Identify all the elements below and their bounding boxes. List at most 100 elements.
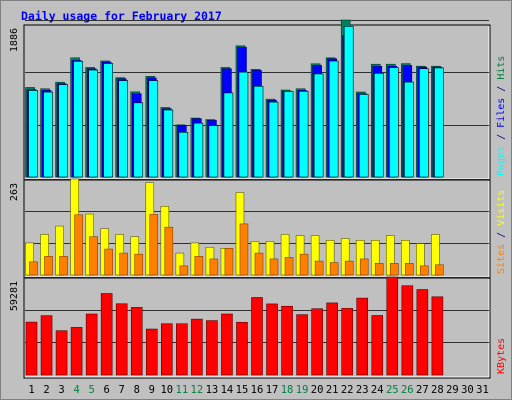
day-label-19: 19 xyxy=(296,384,309,396)
day-label-6: 6 xyxy=(104,384,110,396)
bar-pages-day-15 xyxy=(238,71,249,178)
legend-entry-top-3: / xyxy=(496,80,507,98)
bar-pages-day-19 xyxy=(298,90,309,178)
bar-sites-day-18 xyxy=(284,257,294,276)
bar-kbytes-day-19 xyxy=(296,314,308,376)
bar-kbytes-day-15 xyxy=(236,321,248,376)
bar-sites-day-23 xyxy=(359,258,369,276)
day-label-31: 31 xyxy=(476,384,489,396)
bar-pages-day-27 xyxy=(419,68,429,178)
day-label-11: 11 xyxy=(176,384,189,396)
bar-sites-day-2 xyxy=(44,256,53,276)
bar-pages-day-25 xyxy=(388,67,399,178)
bar-sites-day-7 xyxy=(119,252,129,276)
bar-kbytes-day-23 xyxy=(356,297,369,376)
bar-sites-day-14 xyxy=(224,248,234,276)
legend-entry-middle-0: Sites xyxy=(496,244,507,274)
bar-pages-day-24 xyxy=(373,72,384,178)
bar-kbytes-day-8 xyxy=(130,307,143,376)
bar-sites-day-11 xyxy=(179,265,189,276)
bar-pages-day-6 xyxy=(103,63,113,178)
bar-kbytes-day-12 xyxy=(191,318,203,376)
bar-pages-day-28 xyxy=(434,67,444,178)
day-label-20: 20 xyxy=(311,384,324,396)
bar-pages-day-3 xyxy=(58,84,68,178)
bar-kbytes-day-7 xyxy=(115,303,128,376)
bar-sites-day-6 xyxy=(104,248,113,276)
y-max-label-bottom: 59281 xyxy=(9,281,20,311)
bar-kbytes-day-16 xyxy=(251,297,263,376)
bar-sites-day-12 xyxy=(194,256,204,276)
bar-sites-day-15 xyxy=(239,223,249,276)
bar-kbytes-day-18 xyxy=(281,305,293,376)
bar-sites-day-19 xyxy=(299,253,309,276)
legend-entry-bottom-0: KBytes xyxy=(496,338,507,374)
bar-sites-day-3 xyxy=(59,256,68,276)
legend-entry-middle-2: Visits xyxy=(496,190,507,226)
day-label-25: 25 xyxy=(386,384,399,396)
bar-pages-day-7 xyxy=(118,80,129,178)
bar-sites-day-25 xyxy=(389,263,399,276)
bar-sites-day-24 xyxy=(374,263,384,276)
bar-kbytes-day-17 xyxy=(266,303,278,376)
bar-pages-day-26 xyxy=(404,81,414,178)
day-label-21: 21 xyxy=(326,384,339,396)
legend-entry-middle-1: / xyxy=(496,226,507,244)
bar-kbytes-day-11 xyxy=(176,323,188,376)
bar-kbytes-day-2 xyxy=(40,315,53,376)
day-label-8: 8 xyxy=(134,384,140,396)
day-label-4: 4 xyxy=(73,384,79,396)
bar-sites-day-9 xyxy=(149,214,159,276)
y-max-label-top: 1886 xyxy=(9,28,20,52)
bar-kbytes-day-22 xyxy=(341,308,353,376)
day-label-16: 16 xyxy=(251,384,264,396)
day-label-9: 9 xyxy=(149,384,155,396)
bar-sites-day-5 xyxy=(89,236,98,276)
bar-pages-day-16 xyxy=(253,85,264,178)
day-label-3: 3 xyxy=(58,384,64,396)
bar-kbytes-day-28 xyxy=(431,296,444,376)
bar-pages-day-13 xyxy=(208,125,219,178)
bar-sites-day-28 xyxy=(435,264,444,276)
day-label-28: 28 xyxy=(431,384,444,396)
legend-entry-top-1: / xyxy=(496,128,507,146)
legend-entry-top-0: Pages xyxy=(496,146,507,176)
bar-pages-day-20 xyxy=(313,73,324,178)
legend-entry-top-2: Files xyxy=(496,98,507,128)
bar-pages-day-5 xyxy=(88,69,98,178)
bar-sites-day-20 xyxy=(314,260,324,276)
bar-pages-day-21 xyxy=(328,60,339,178)
legend-middle: Sites / Visits xyxy=(496,190,507,274)
bar-pages-day-1 xyxy=(28,90,38,178)
bar-kbytes-day-9 xyxy=(145,328,158,376)
day-label-5: 5 xyxy=(88,384,94,396)
bar-pages-day-11 xyxy=(178,131,189,178)
day-label-22: 22 xyxy=(341,384,354,396)
bar-sites-day-13 xyxy=(209,258,219,276)
bar-pages-day-8 xyxy=(133,102,144,178)
bar-pages-day-4 xyxy=(73,60,83,178)
day-label-12: 12 xyxy=(191,384,204,396)
day-label-7: 7 xyxy=(119,384,125,396)
day-label-10: 10 xyxy=(160,384,173,396)
bar-sites-day-4 xyxy=(74,214,83,276)
bar-kbytes-day-4 xyxy=(70,327,83,376)
bar-kbytes-day-20 xyxy=(311,308,323,376)
legend-entry-top-4: Hits xyxy=(496,56,507,80)
bar-kbytes-day-26 xyxy=(401,285,414,376)
bar-sites-day-1 xyxy=(29,261,38,276)
bar-pages-day-22 xyxy=(343,26,354,178)
day-label-2: 2 xyxy=(43,384,49,396)
bar-sites-day-26 xyxy=(405,263,414,276)
bar-kbytes-day-24 xyxy=(371,315,384,376)
bar-pages-day-9 xyxy=(148,80,159,178)
bar-sites-day-8 xyxy=(134,253,144,276)
bar-kbytes-day-21 xyxy=(326,302,338,376)
bar-kbytes-day-25 xyxy=(386,276,399,376)
day-label-24: 24 xyxy=(371,384,384,396)
legend-top: Pages / Files / Hits xyxy=(496,56,507,176)
bar-pages-day-12 xyxy=(193,122,204,178)
day-label-18: 18 xyxy=(281,384,294,396)
day-label-26: 26 xyxy=(401,384,414,396)
bar-pages-day-2 xyxy=(43,91,53,178)
